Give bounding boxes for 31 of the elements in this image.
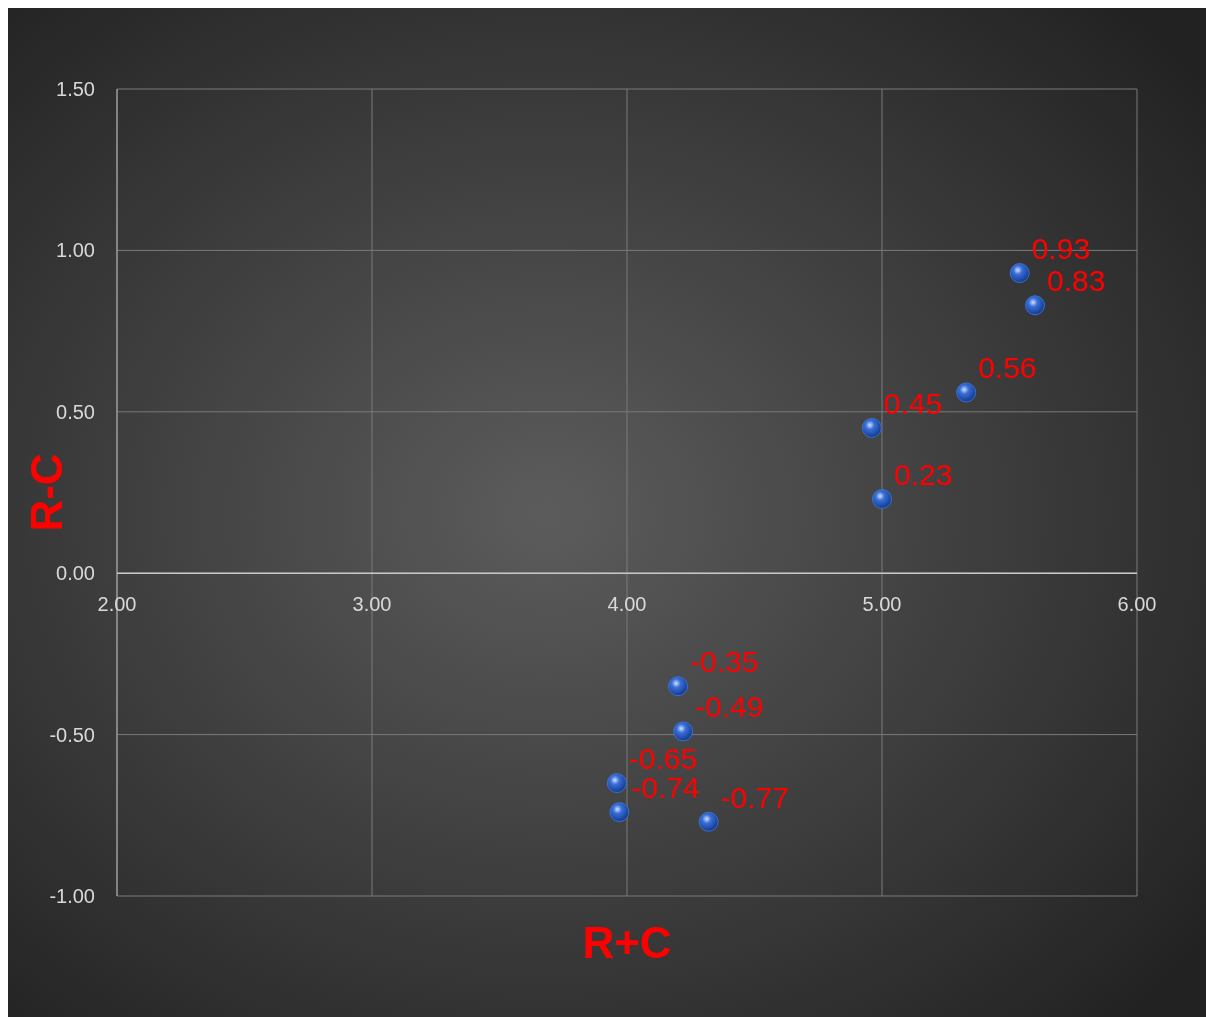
- point: [872, 488, 892, 509]
- x-tick-label: 5.00: [862, 593, 902, 616]
- point: [673, 721, 694, 742]
- x-tick-label: 3.00: [352, 593, 392, 616]
- point: [1025, 295, 1045, 316]
- point: [956, 382, 977, 403]
- data-label: 0.93: [1031, 232, 1091, 265]
- point: [861, 417, 882, 438]
- data-label: 0.23: [894, 457, 953, 491]
- y-axis-title: R-C: [22, 453, 71, 532]
- y-tick-label: 0.00: [56, 562, 95, 585]
- point: [609, 802, 630, 823]
- data-label: 0.45: [883, 386, 943, 420]
- x-tick-label: 2.00: [97, 593, 137, 616]
- y-tick-label: 1.50: [56, 78, 95, 100]
- x-tick-label: 6.00: [1117, 593, 1157, 616]
- x-tick-label: 4.00: [607, 593, 647, 616]
- data-label: -0.35: [690, 645, 759, 679]
- data-label: -0.49: [695, 690, 764, 724]
- y-tick-label: 0.50: [56, 400, 95, 423]
- point: [698, 811, 719, 832]
- y-tick-label: 1.00: [56, 239, 95, 262]
- x-axis-title: R+C: [582, 918, 672, 967]
- data-label: 0.83: [1047, 264, 1106, 298]
- y-tick-label: -0.50: [49, 723, 95, 746]
- y-tick-label: -1.00: [49, 885, 95, 907]
- point: [1009, 263, 1030, 283]
- point: [668, 676, 688, 697]
- data-label: 0.56: [978, 351, 1037, 385]
- data-label: -0.77: [720, 780, 789, 814]
- point: [606, 773, 627, 794]
